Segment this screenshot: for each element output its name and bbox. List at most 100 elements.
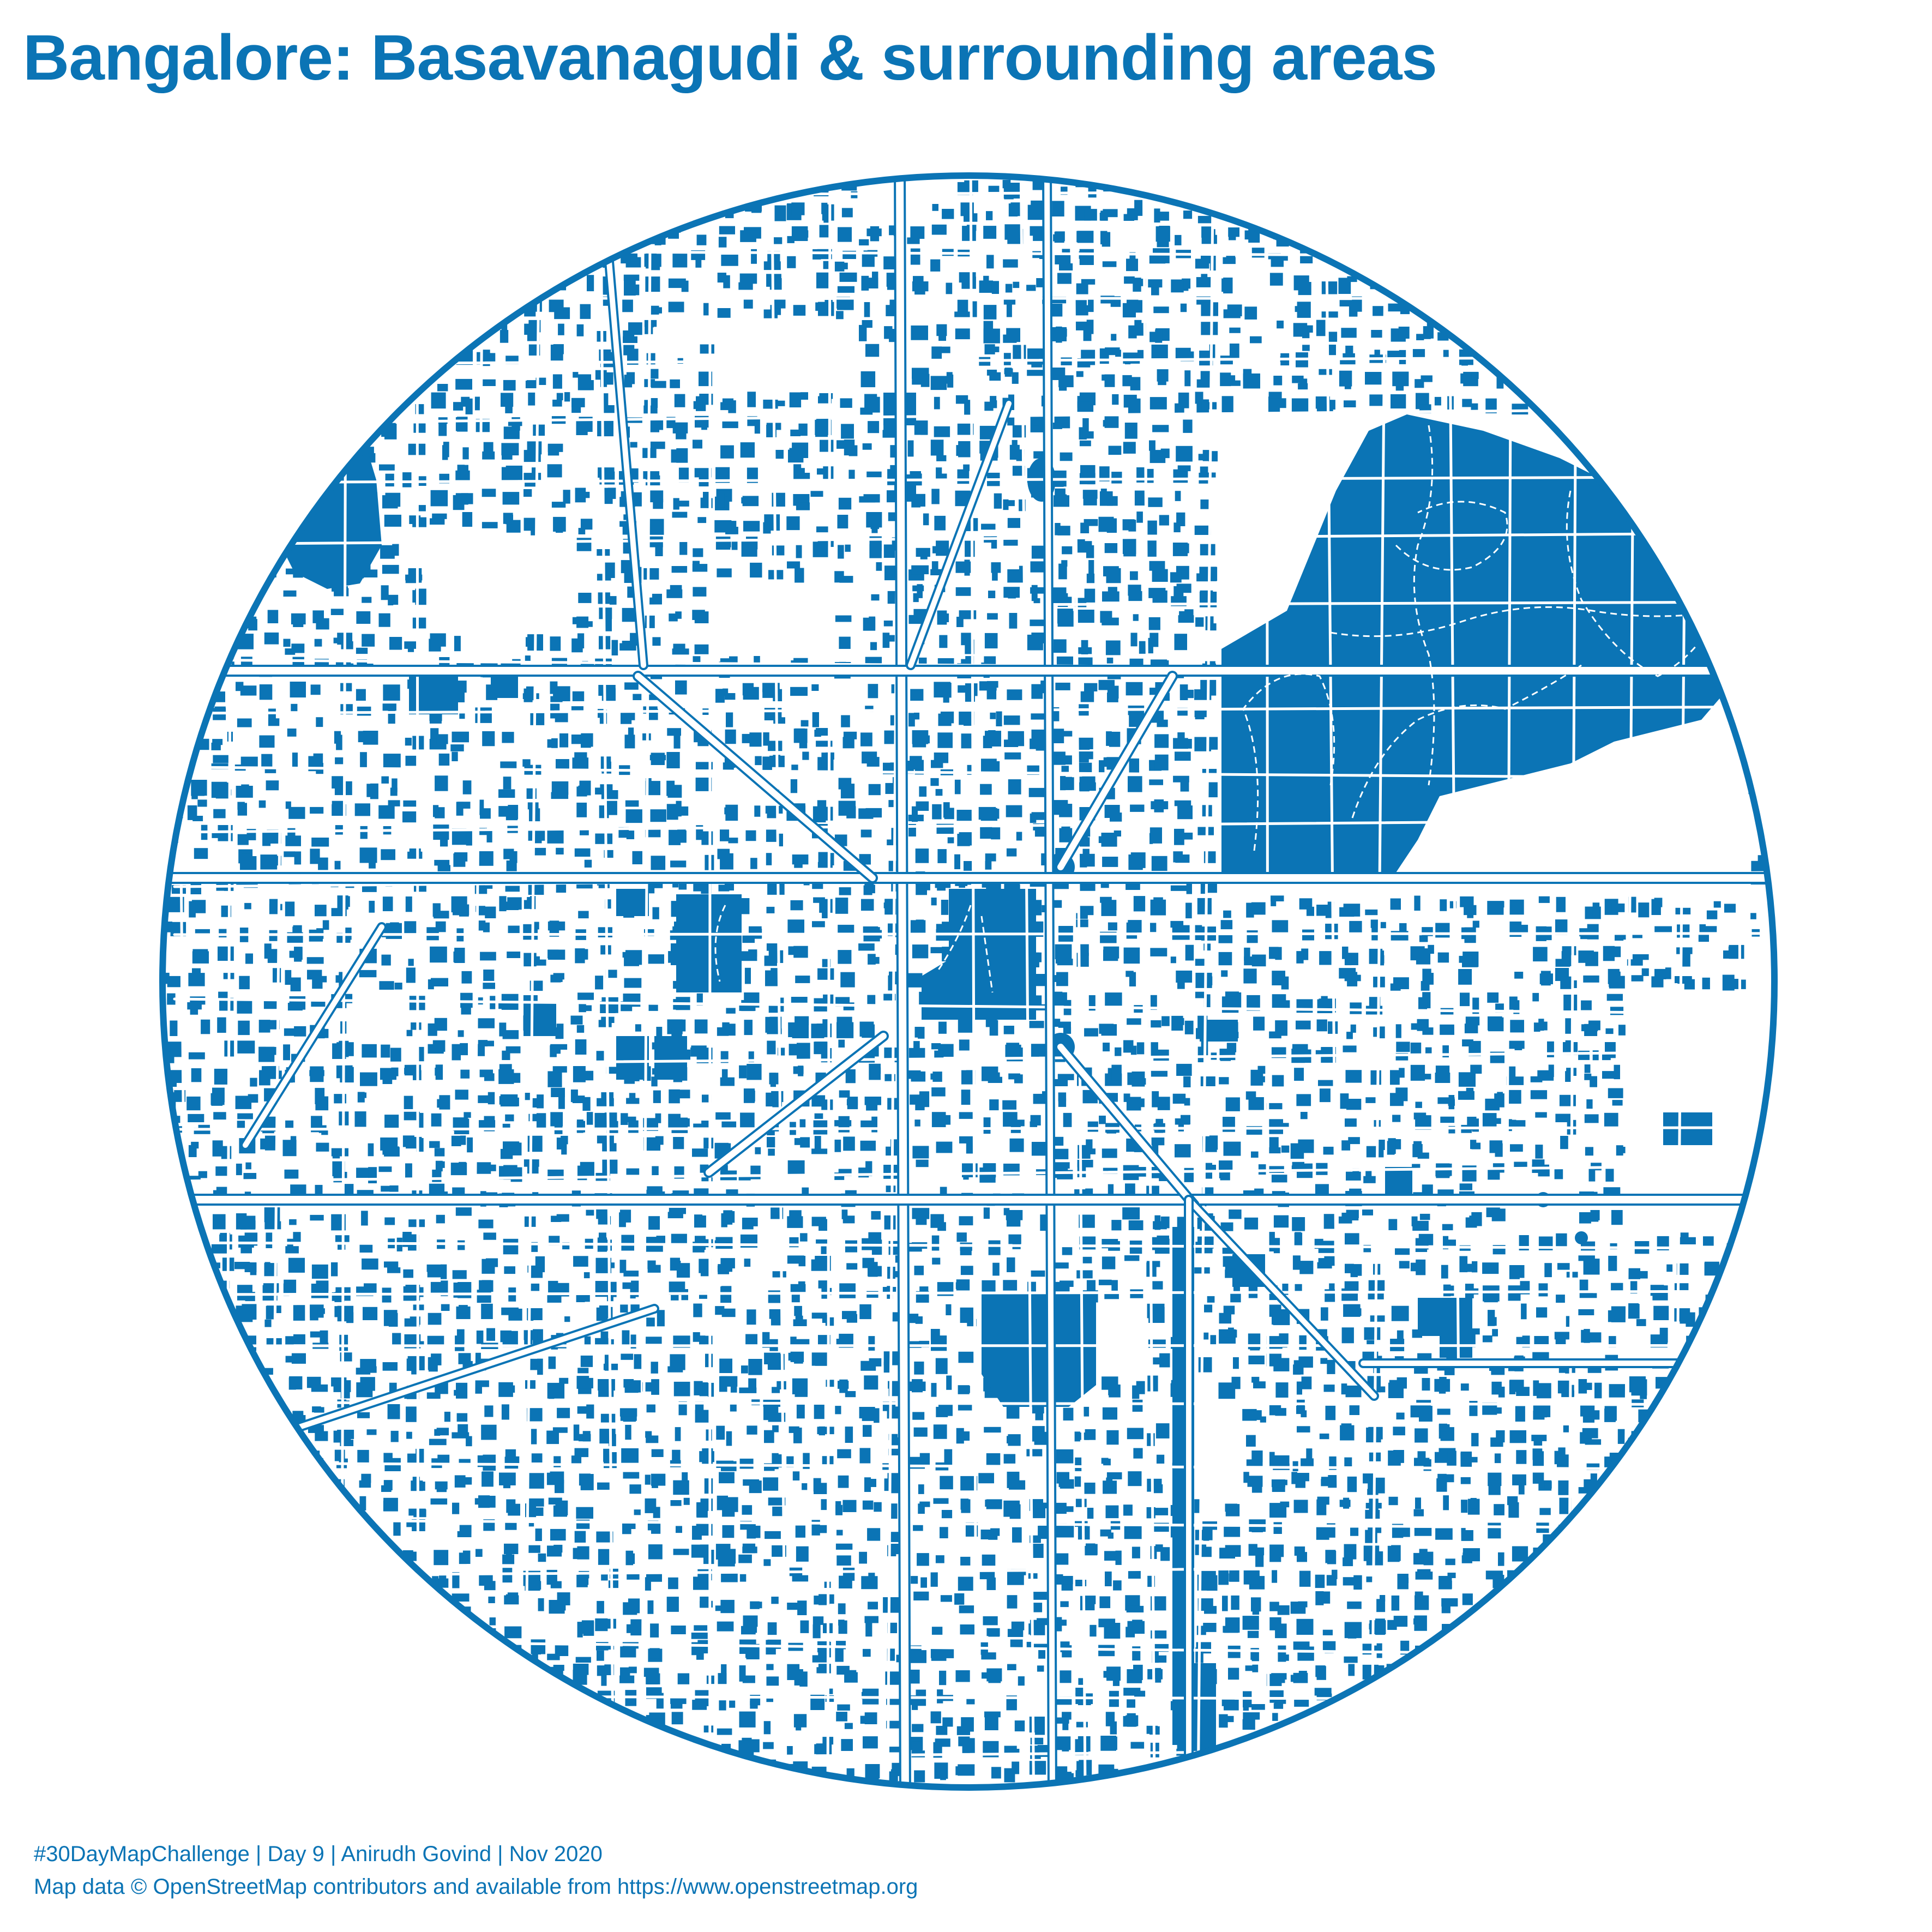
building [1555, 1556, 1568, 1564]
building [1103, 566, 1119, 576]
building [988, 185, 1000, 193]
building [530, 1267, 543, 1278]
building [510, 1167, 522, 1182]
building [882, 633, 890, 648]
building [628, 1598, 640, 1614]
building [406, 1406, 418, 1422]
building [886, 1185, 896, 1193]
building [412, 617, 426, 629]
building [1347, 276, 1357, 282]
building [838, 924, 854, 933]
building [954, 311, 972, 317]
building [622, 1282, 636, 1289]
building [1152, 569, 1168, 582]
building [767, 1137, 775, 1148]
building [986, 253, 994, 269]
building [1132, 1620, 1143, 1634]
building [626, 372, 635, 384]
building [1509, 1430, 1526, 1443]
building [1126, 1605, 1144, 1612]
building [1366, 1146, 1384, 1158]
building [1007, 417, 1015, 426]
building [917, 1553, 929, 1566]
building [1052, 304, 1063, 317]
building [1735, 1237, 1744, 1243]
building [487, 1092, 495, 1105]
building [940, 1527, 948, 1538]
building [930, 1329, 940, 1340]
building [354, 1111, 366, 1127]
building [667, 1366, 683, 1373]
building [649, 1648, 660, 1659]
building [1173, 851, 1183, 863]
building [465, 398, 473, 414]
building [360, 1072, 377, 1086]
building [258, 1046, 275, 1062]
building [1340, 1425, 1355, 1441]
building [483, 983, 495, 989]
building [935, 1358, 948, 1374]
building [1346, 1171, 1361, 1181]
building [811, 1259, 829, 1271]
building [380, 1068, 396, 1080]
building [261, 754, 273, 769]
building [598, 1379, 615, 1391]
building [1772, 803, 1774, 814]
building [863, 1425, 872, 1437]
building [1726, 1261, 1741, 1271]
building [718, 1673, 727, 1684]
building [774, 205, 786, 221]
building [1007, 1595, 1018, 1609]
building [730, 1379, 737, 1393]
building [1210, 1335, 1217, 1345]
building [1231, 1595, 1239, 1610]
building [1080, 691, 1094, 702]
building [1388, 1496, 1398, 1506]
building [501, 1404, 509, 1420]
building [1007, 689, 1022, 700]
building [816, 741, 833, 747]
building [838, 497, 852, 510]
building [482, 1655, 491, 1663]
building [1170, 572, 1182, 583]
building [860, 371, 876, 388]
building [457, 802, 471, 809]
building [864, 1375, 878, 1390]
building [1183, 1076, 1191, 1087]
building [841, 208, 853, 218]
building [1036, 735, 1045, 751]
building [818, 852, 830, 866]
building [696, 1653, 704, 1660]
building [1160, 1216, 1170, 1229]
building [1293, 1360, 1304, 1375]
building [1148, 178, 1164, 194]
building [1175, 1144, 1191, 1158]
building [580, 519, 593, 530]
building [1583, 1215, 1599, 1222]
building [1056, 755, 1072, 765]
building [1148, 779, 1163, 785]
building [1008, 779, 1021, 795]
building [1578, 1379, 1587, 1394]
building [755, 1147, 761, 1154]
building [788, 1022, 799, 1037]
building [604, 1112, 617, 1128]
building [859, 1448, 871, 1464]
building [293, 1334, 305, 1345]
building [870, 1067, 881, 1074]
building [480, 952, 496, 961]
building [887, 764, 896, 772]
building [1269, 273, 1283, 286]
building [1579, 1292, 1597, 1298]
building [1012, 372, 1019, 384]
building [526, 686, 534, 701]
building [294, 1026, 306, 1037]
building [696, 234, 707, 245]
building [1298, 1601, 1308, 1608]
building [1060, 452, 1073, 461]
building [572, 617, 587, 624]
building [981, 523, 996, 530]
building [1531, 1435, 1547, 1441]
building [763, 732, 769, 746]
building [1153, 306, 1169, 314]
